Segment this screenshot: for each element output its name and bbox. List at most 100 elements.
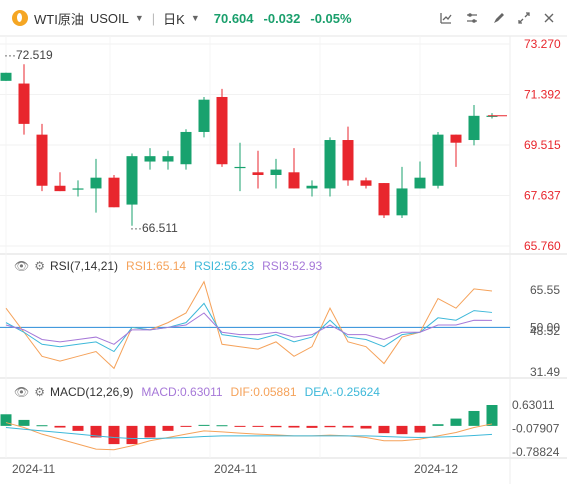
macd-gear-icon[interactable]: ⚙ (34, 385, 45, 399)
time-tick-label: 2024-11 (12, 462, 55, 476)
macd-bar (342, 425, 354, 428)
candle-body (198, 99, 210, 132)
rsi-tick-label: 31.49 (530, 365, 560, 379)
macd-bar (216, 425, 228, 427)
macd-bar (36, 425, 48, 427)
candle-body (216, 96, 228, 165)
macd-bar (396, 425, 408, 435)
period-selector[interactable]: 日K (163, 11, 185, 27)
macd-bar (486, 405, 498, 426)
macd-legend: 👁 ⚙ MACD(12,26,9) MACD:0.63011 DIF:0.058… (14, 385, 380, 399)
macd-tick-label: -0.07907 (512, 422, 560, 436)
divider: | (151, 10, 156, 26)
current-price: 70.604 (213, 10, 254, 26)
macd-bar (108, 425, 120, 445)
candle-body (108, 177, 120, 208)
macd-legend-label: MACD(12,26,9) (50, 385, 134, 399)
macd-bar (378, 425, 390, 434)
candle-body (450, 134, 462, 143)
macd-bar (234, 425, 246, 427)
macd-value-legend: MACD:0.63011 (141, 385, 223, 399)
candle-body (324, 140, 336, 189)
macd-bar (306, 425, 318, 428)
oil-drop-icon (12, 10, 28, 26)
symbol-code[interactable]: USOIL (89, 10, 129, 26)
macd-bar (198, 424, 210, 426)
macd-eye-icon[interactable]: 👁 (14, 385, 30, 399)
macd-bar (54, 425, 66, 428)
macd-tick-label: 0.63011 (512, 398, 555, 412)
rsi-legend-label: RSI(7,14,21) (50, 259, 119, 273)
eye-icon[interactable]: 👁 (14, 259, 30, 273)
candle-body (126, 156, 138, 205)
low-annotation: ···66.511 (130, 221, 178, 235)
price-change-percent: -0.05% (310, 10, 352, 26)
candle-body (396, 188, 408, 216)
price-tick-label: 73.270 (524, 37, 561, 51)
macd-bar (414, 425, 426, 433)
chart-header: WTI原油 USOIL ▼ | 日K ▼ 70.604 -0.032 -0.05… (0, 0, 567, 36)
macd-bar (90, 425, 102, 438)
macd-bar (468, 410, 480, 426)
fullscreen-icon[interactable] (515, 9, 533, 27)
rsi3-line (5, 312, 493, 345)
rsi-tick-label: 50.00 (530, 320, 560, 334)
rsi1-line (5, 280, 493, 370)
dif-legend: DIF:0.05881 (230, 385, 297, 399)
macd-bar (72, 425, 84, 431)
dea-line (5, 427, 493, 439)
candle-body (288, 172, 300, 189)
candle-body (360, 180, 372, 186)
rsi1-legend: RSI1:65.14 (126, 259, 187, 273)
close-icon[interactable] (540, 9, 558, 27)
time-tick-label: 2024-11 (214, 462, 257, 476)
macd-bar (180, 425, 192, 427)
period-chevron-down-icon[interactable]: ▼ (190, 13, 200, 23)
price-tick-label: 65.760 (524, 239, 561, 253)
candle-body (54, 185, 66, 192)
chevron-down-icon[interactable]: ▼ (134, 13, 144, 23)
candle-body (0, 72, 12, 81)
candle-body (270, 169, 282, 175)
candle-body (342, 140, 354, 181)
price-tick-label: 67.637 (524, 189, 561, 203)
candle-body (72, 188, 84, 190)
candle-body (432, 134, 444, 186)
rsi-tick-label: 48.52 (530, 324, 560, 338)
rsi3-legend: RSI3:52.93 (262, 259, 323, 273)
candle-body (486, 115, 498, 117)
candle-body (252, 172, 264, 175)
settings-sliders-icon[interactable] (463, 9, 481, 27)
high-annotation: ···72.519 (4, 48, 53, 62)
macd-bar (288, 425, 300, 428)
macd-bar (360, 425, 372, 429)
gear-icon[interactable]: ⚙ (34, 259, 45, 273)
rsi-tick-label: 65.55 (530, 283, 560, 297)
candle-body (378, 183, 390, 216)
price-indicator-icon[interactable] (437, 9, 455, 27)
dea-legend: DEA:-0.25624 (304, 385, 380, 399)
macd-bar (126, 425, 138, 445)
rsi2-line (5, 302, 493, 353)
macd-bar (270, 425, 282, 428)
candle-body (36, 134, 48, 186)
macd-bar (162, 425, 174, 431)
candle-body (234, 166, 246, 169)
macd-tick-label: -0.78824 (512, 445, 560, 459)
price-tick-label: 71.392 (524, 88, 561, 102)
draw-tools-icon[interactable] (490, 9, 508, 27)
macd-bar (450, 418, 462, 426)
candle-body (90, 177, 102, 189)
rsi-legend: 👁 ⚙ RSI(7,14,21) RSI1:65.14 RSI2:56.23 R… (14, 259, 322, 273)
candle-body (306, 185, 318, 189)
candle-body (414, 177, 426, 189)
candle-body (162, 156, 174, 162)
macd-bar (18, 419, 30, 426)
macd-bar (144, 425, 156, 438)
price-change: -0.032 (263, 10, 301, 26)
symbol-name[interactable]: WTI原油 (34, 11, 84, 27)
price-tick-label: 69.515 (524, 138, 561, 152)
macd-bar (324, 425, 336, 428)
